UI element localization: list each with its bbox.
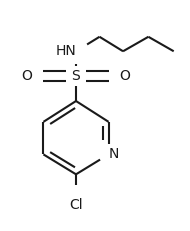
Text: HN: HN xyxy=(55,44,76,58)
Text: Cl: Cl xyxy=(69,198,83,212)
Text: S: S xyxy=(72,69,80,83)
Text: O: O xyxy=(22,69,32,83)
Text: N: N xyxy=(108,147,119,161)
Text: O: O xyxy=(120,69,130,83)
